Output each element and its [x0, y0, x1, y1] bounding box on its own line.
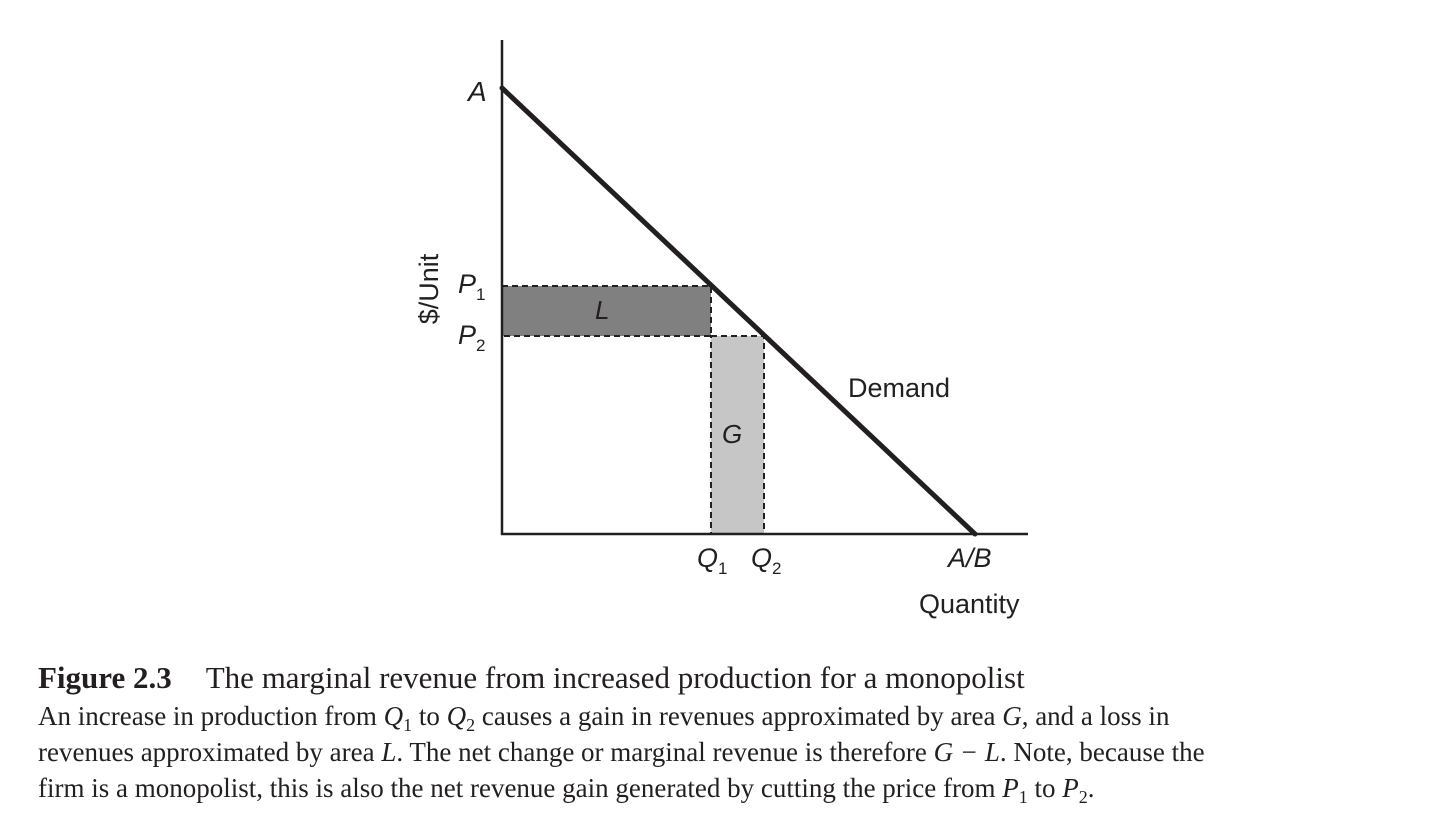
y-axis-label: $/Unit	[414, 253, 444, 324]
area-gain-label: G	[722, 419, 742, 449]
caption-line-3: firm is a monopolist, this is also the n…	[38, 773, 1095, 807]
area-loss-label: L	[595, 295, 609, 325]
figure-number: Figure 2.3	[38, 660, 172, 695]
intercept-a-label: A	[466, 76, 487, 107]
demand-label: Demand	[848, 373, 950, 403]
price-label-p2: P2	[458, 320, 485, 355]
demand-curve	[499, 85, 978, 537]
caption-title-line: Figure 2.3 The marginal revenue from incr…	[38, 658, 1428, 698]
figure-caption: Figure 2.3 The marginal revenue from incr…	[38, 658, 1428, 806]
intercept-ab-label: A/B	[946, 543, 992, 573]
caption-line-1: An increase in production from Q1 to Q2 …	[38, 701, 1170, 735]
caption-line-2: revenues approximated by area L. The net…	[38, 737, 1205, 767]
price-label-p1: P1	[458, 269, 485, 304]
x-axis-label: Quantity	[919, 589, 1020, 619]
quantity-label-q2: Q2	[751, 543, 781, 578]
quantity-label-q1: Q1	[697, 543, 727, 578]
monopoly-marginal-revenue-diagram: L G A P1 P2 $/Unit Q1 Q2 A/B Demand Quan…	[414, 40, 1028, 619]
figure-title: The marginal revenue from increased prod…	[205, 660, 1025, 695]
area-gain-G	[710, 335, 765, 535]
